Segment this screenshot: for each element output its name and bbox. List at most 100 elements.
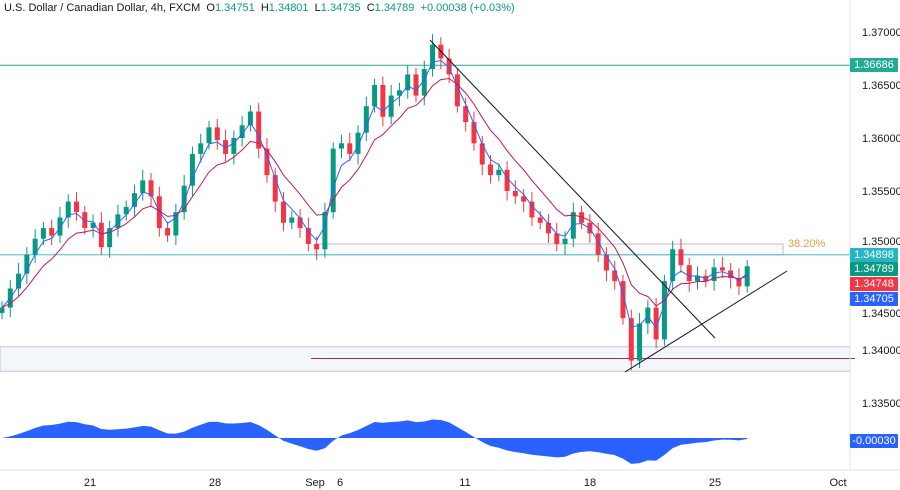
candle-body xyxy=(173,212,179,236)
candle-body xyxy=(620,281,626,319)
candle-body xyxy=(24,254,30,274)
candle-body xyxy=(214,127,220,141)
candle-body xyxy=(338,143,344,149)
candle-body xyxy=(223,140,229,154)
candle-body xyxy=(595,233,601,255)
candle-body xyxy=(661,281,667,340)
uptrend-line xyxy=(624,270,788,373)
price-tick: 1.36000 xyxy=(862,133,900,145)
candle-body xyxy=(115,214,121,229)
candle-body xyxy=(421,69,427,96)
candle-body xyxy=(454,74,460,107)
candle-body xyxy=(504,169,510,191)
candle-body xyxy=(198,143,204,154)
candle-body xyxy=(430,44,436,70)
fast-moving-average xyxy=(1,59,748,329)
candle-body xyxy=(645,307,651,324)
time-tick: Sep xyxy=(305,477,325,489)
time-tick: 18 xyxy=(584,477,596,489)
price-label: 1.36686 xyxy=(850,58,898,73)
time-tick: 21 xyxy=(84,477,96,489)
candle-body xyxy=(206,127,212,144)
candle-body xyxy=(396,90,402,96)
price-tick: 1.35000 xyxy=(862,236,900,248)
price-label: 1.34898 xyxy=(850,247,898,262)
candle-body xyxy=(612,270,618,282)
candle-body xyxy=(405,74,411,91)
candle-body xyxy=(264,148,270,176)
candle-body xyxy=(686,265,692,282)
candle-body xyxy=(247,111,253,126)
price-tick: 1.36500 xyxy=(862,80,900,92)
candle-body xyxy=(256,111,262,149)
candle-body xyxy=(347,143,353,154)
change-value: +0.00038 (+0.03%) xyxy=(420,2,515,14)
candle-body xyxy=(545,222,551,234)
oscillator-area xyxy=(2,419,748,464)
candle-body xyxy=(32,238,38,255)
candle-body xyxy=(131,193,137,207)
price-tick: 1.33500 xyxy=(862,398,900,410)
candle-body xyxy=(148,180,154,197)
candle-body xyxy=(562,238,568,244)
time-tick: 11 xyxy=(459,477,470,489)
support-zone xyxy=(0,346,851,372)
candle-body xyxy=(239,125,245,138)
candle-body xyxy=(330,148,336,213)
candle-body xyxy=(471,122,477,144)
candle-body xyxy=(16,273,22,289)
candle-body xyxy=(123,206,129,215)
candle-body xyxy=(512,191,518,197)
candle-body xyxy=(678,249,684,266)
candle-body xyxy=(728,270,734,278)
candle-body xyxy=(719,267,725,271)
candle-body xyxy=(322,212,328,250)
candle-body xyxy=(529,201,535,218)
oscillator-value-label: -0.00030 xyxy=(850,434,898,448)
price-tick: 1.35500 xyxy=(862,186,900,198)
candle-body xyxy=(653,307,659,340)
price-tick: 1.34000 xyxy=(862,345,900,357)
candle-body xyxy=(90,222,96,229)
candle-body xyxy=(579,212,585,223)
candle-body xyxy=(314,244,320,250)
candle-body xyxy=(181,185,187,213)
candle-body xyxy=(165,228,171,236)
candle-body xyxy=(289,217,295,223)
symbol-header: U.S. Dollar / Canadian Dollar, 4h, FXCM … xyxy=(4,2,515,14)
open-value: 1.34751 xyxy=(214,2,255,14)
candle-body xyxy=(521,196,527,202)
price-label: 1.34748 xyxy=(850,277,898,291)
candle-body xyxy=(74,201,80,213)
candle-body xyxy=(355,132,361,154)
price-label: 1.34789 xyxy=(850,262,898,276)
high-value: 1.34801 xyxy=(268,2,309,14)
time-tick: Oct xyxy=(829,477,846,489)
price-label: 1.34705 xyxy=(850,292,898,306)
fib-zone xyxy=(314,243,784,256)
price-tick: 1.37000 xyxy=(862,27,900,39)
candle-body xyxy=(413,74,419,96)
candle-body xyxy=(603,254,609,271)
candle-body xyxy=(297,217,303,229)
candle-body xyxy=(372,85,378,107)
candle-body xyxy=(463,106,469,123)
candle-body xyxy=(0,307,5,313)
candle-body xyxy=(570,212,576,239)
time-tick: 25 xyxy=(709,477,721,489)
time-tick: 6 xyxy=(337,477,343,489)
downtrend-line xyxy=(429,39,716,339)
candle-body xyxy=(380,85,386,117)
candle-body xyxy=(446,58,452,75)
fib-label: 38.20% xyxy=(788,238,826,250)
candle-body xyxy=(40,228,46,239)
candle-body xyxy=(363,106,369,133)
candle-body xyxy=(496,169,502,176)
candle-body xyxy=(736,277,742,287)
candle-body xyxy=(156,196,162,229)
candle-body xyxy=(281,201,287,223)
slow-moving-average xyxy=(1,77,748,309)
candle-body xyxy=(670,249,676,282)
close-value: 1.34789 xyxy=(374,2,415,14)
